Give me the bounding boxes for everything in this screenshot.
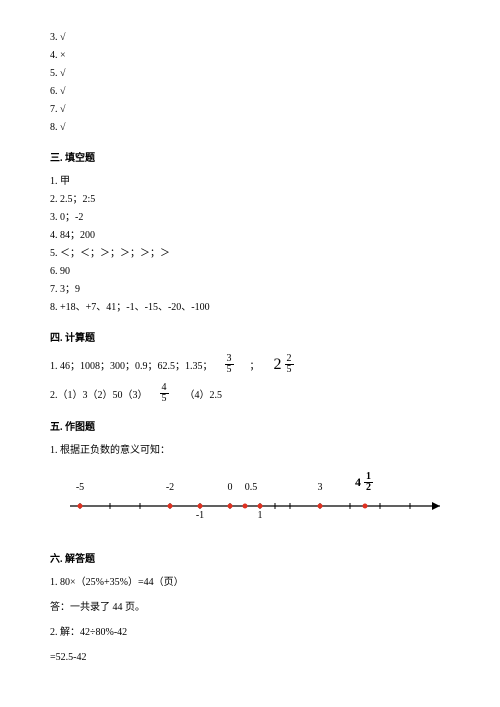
section3-title: 三. 填空题	[50, 149, 450, 164]
fill-line: 1. 甲	[50, 174, 450, 189]
number-line-label: 0.5	[245, 482, 258, 493]
section4-title: 四. 计算题	[50, 329, 450, 344]
judgment-item: 4. ×	[50, 48, 450, 63]
calc-line-1: 1. 46；1008；300；0.9；62.5；1.35； 3 5 ； 2 2 …	[50, 354, 450, 375]
judgment-item: 7. √	[50, 102, 450, 117]
fraction: 4 5	[160, 383, 169, 404]
fill-line: 6. 90	[50, 264, 450, 279]
number-line-label: 0	[228, 482, 233, 493]
mark: √	[60, 104, 66, 115]
judgment-item: 3. √	[50, 30, 450, 45]
mark: √	[60, 32, 66, 43]
fraction: 3 5	[225, 354, 234, 375]
answer-line: 1. 80×（25%+35%）=44（页）	[50, 575, 450, 590]
number-line-label: -2	[166, 482, 174, 493]
calc-prefix: 1. 46；1008；300；0.9；62.5；1.35；	[50, 357, 213, 372]
mark: ×	[60, 50, 66, 61]
num: 4	[50, 50, 55, 61]
section3-body: 1. 甲 2. 2.5；2:5 3. 0；-2 4. 84；200 5. ＜；＜…	[50, 174, 450, 315]
answer-line: =52.5-42	[50, 650, 450, 665]
fill-line: 7. 3；9	[50, 282, 450, 297]
number-line-figure: -5-2-100.513412	[50, 476, 450, 526]
section6-title: 六. 解答题	[50, 550, 450, 565]
fill-line: 8. +18、+7、41；-1、-15、-20、-100	[50, 300, 450, 315]
num: 7	[50, 104, 55, 115]
num: 8	[50, 122, 55, 133]
answer-line: 2. 解：42÷80%-42	[50, 625, 450, 640]
number-line-label: 3	[318, 482, 323, 493]
section5-title: 五. 作图题	[50, 418, 450, 433]
judgment-item: 8. √	[50, 120, 450, 135]
calc-prefix: 2.（1）3（2）50（3）	[50, 386, 148, 401]
judgment-item: 6. √	[50, 84, 450, 99]
number-line-label: 412	[355, 472, 375, 493]
number-line-label: -1	[196, 510, 204, 521]
number-line-label: -5	[76, 482, 84, 493]
sep: ；	[250, 357, 260, 372]
calc-suffix: （4）2.5	[185, 386, 223, 401]
mark: √	[60, 68, 66, 79]
mark: √	[60, 86, 66, 97]
fill-line: 5. ＜；＜；＞；＞；＞；＞	[50, 246, 450, 261]
mixed-number: 2 2 5	[274, 354, 296, 375]
num: 5	[50, 68, 55, 79]
answer-line: 答：一共录了 44 页。	[50, 600, 450, 615]
fill-line: 2. 2.5；2:5	[50, 192, 450, 207]
drawing-instruction: 1. 根据正负数的意义可知：	[50, 443, 450, 458]
fill-line: 4. 84；200	[50, 228, 450, 243]
judgment-list: 3. √ 4. × 5. √ 6. √ 7. √ 8. √	[50, 30, 450, 135]
number-line-label: 1	[257, 510, 262, 521]
num: 3	[50, 32, 55, 43]
calc-line-2: 2.（1）3（2）50（3） 4 5 （4）2.5	[50, 383, 450, 404]
mark: √	[60, 122, 66, 133]
num: 6	[50, 86, 55, 97]
judgment-item: 5. √	[50, 66, 450, 81]
fill-line: 3. 0；-2	[50, 210, 450, 225]
